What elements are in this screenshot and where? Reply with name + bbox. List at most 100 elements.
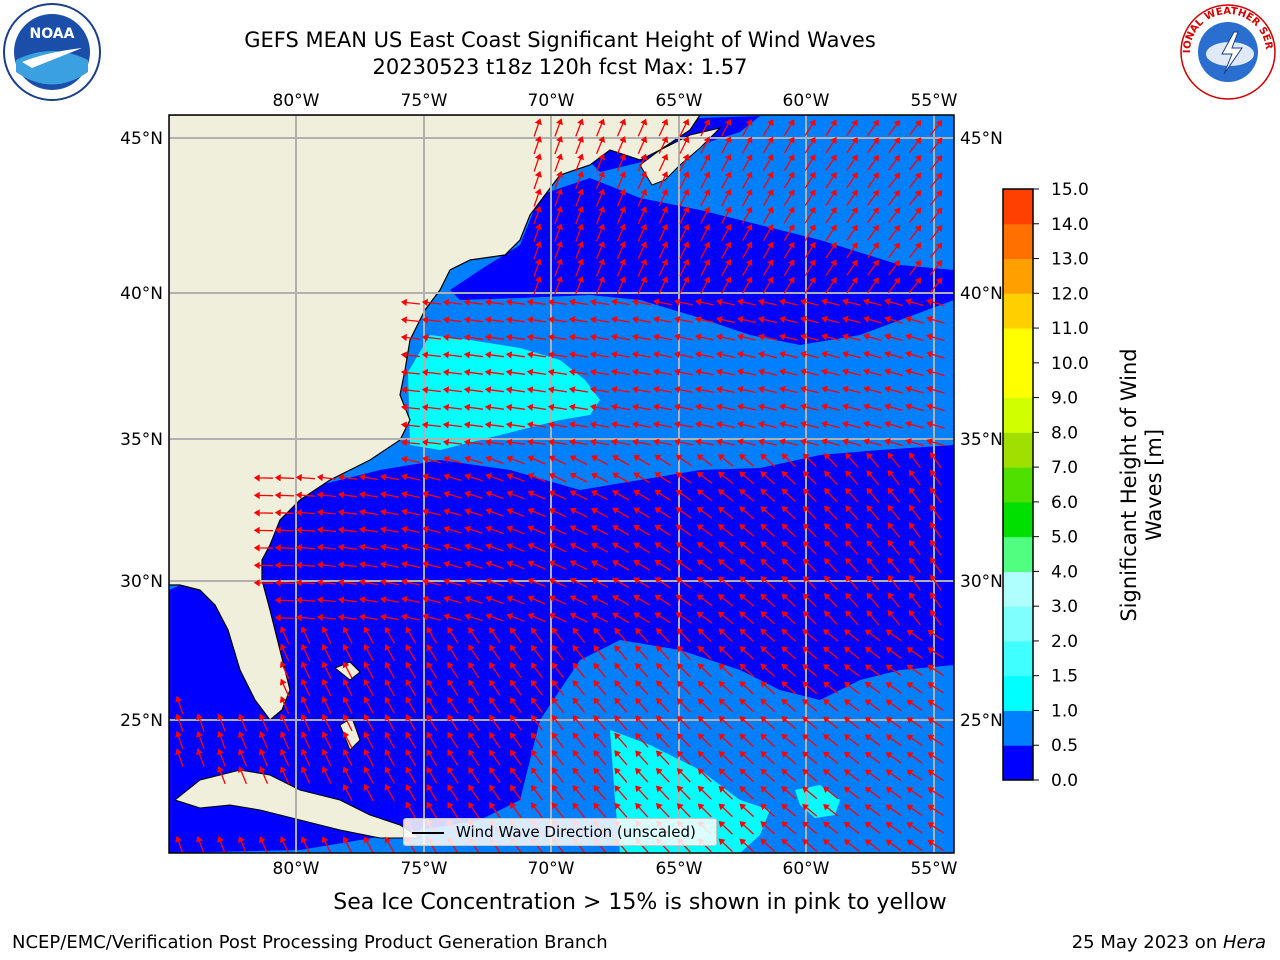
wave-direction-arrow — [906, 822, 923, 834]
wave-direction-arrow — [802, 699, 818, 712]
wave-direction-arrow — [654, 612, 671, 624]
wave-direction-arrow — [717, 506, 734, 520]
wave-direction-arrow — [781, 505, 797, 520]
wave-direction-arrow — [569, 595, 588, 606]
wave-direction-arrow — [321, 836, 332, 853]
wave-direction-arrow — [533, 258, 542, 277]
wave-direction-arrow — [864, 629, 881, 642]
wave-direction-arrow — [866, 522, 880, 538]
wave-direction-arrow — [929, 155, 943, 171]
wave-direction-arrow — [342, 626, 353, 644]
wave-direction-arrow — [595, 276, 606, 295]
wave-direction-arrow — [575, 275, 584, 295]
wave-direction-arrow — [845, 540, 859, 556]
wave-direction-arrow — [632, 333, 651, 341]
wave-direction-arrow — [380, 561, 399, 569]
wave-direction-arrow — [802, 540, 817, 555]
wave-direction-arrow — [905, 385, 924, 394]
wave-direction-arrow — [742, 241, 753, 259]
wave-direction-arrow — [591, 612, 609, 623]
wave-direction-arrow — [760, 523, 776, 537]
wave-direction-arrow — [400, 595, 420, 604]
wave-direction-arrow — [337, 473, 357, 482]
nws-logo: NATIONAL WEATHER SERVICE — [1178, 2, 1276, 100]
wave-direction-arrow — [676, 750, 691, 765]
wave-direction-arrow — [654, 577, 671, 589]
wave-direction-arrow — [506, 525, 525, 535]
wave-direction-arrow — [845, 522, 859, 538]
wave-direction-arrow — [863, 403, 882, 412]
wave-direction-arrow — [575, 205, 584, 225]
wave-direction-arrow — [568, 403, 589, 411]
wave-direction-arrow — [554, 240, 563, 260]
wave-direction-arrow — [321, 626, 332, 644]
wave-direction-arrow — [721, 119, 732, 137]
wave-direction-arrow — [926, 298, 945, 307]
wave-direction-arrow — [484, 421, 504, 429]
wave-direction-arrow — [825, 259, 837, 276]
wave-direction-arrow — [632, 298, 651, 306]
wave-direction-arrow — [697, 733, 712, 748]
wave-direction-arrow — [695, 385, 714, 394]
wave-direction-arrow — [384, 644, 395, 662]
wave-direction-arrow — [888, 224, 901, 241]
wave-direction-arrow — [547, 403, 568, 411]
wave-direction-arrow — [926, 333, 945, 342]
wave-direction-arrow — [867, 189, 879, 206]
wave-direction-arrow — [295, 526, 316, 534]
wave-direction-arrow — [526, 403, 547, 411]
wave-direction-arrow — [295, 491, 316, 499]
wave-direction-arrow — [527, 472, 546, 483]
wave-direction-arrow — [591, 525, 609, 536]
wave-direction-arrow — [781, 646, 797, 660]
wave-direction-arrow — [589, 403, 610, 411]
wave-direction-arrow — [760, 768, 776, 782]
wave-direction-arrow — [572, 662, 586, 678]
wave-direction-arrow — [843, 839, 860, 852]
wave-direction-arrow — [380, 473, 399, 481]
wave-direction-arrow — [718, 698, 733, 713]
wave-direction-arrow — [358, 491, 379, 499]
wave-direction-arrow — [721, 241, 732, 259]
wave-direction-arrow — [696, 576, 713, 589]
wave-direction-arrow — [463, 351, 483, 359]
wave-direction-arrow — [300, 661, 311, 679]
wave-direction-arrow — [842, 333, 861, 341]
wave-direction-arrow — [823, 575, 838, 590]
wave-direction-arrow — [695, 333, 714, 341]
wave-direction-arrow — [760, 646, 776, 660]
wave-direction-arrow — [867, 224, 879, 241]
wave-direction-arrow — [337, 543, 357, 552]
wave-direction-arrow — [739, 751, 755, 765]
wave-direction-arrow — [927, 769, 944, 781]
wave-direction-arrow — [635, 680, 649, 696]
wave-direction-arrow — [736, 385, 756, 394]
wave-direction-arrow — [927, 734, 944, 746]
wave-direction-arrow — [842, 368, 861, 376]
wave-direction-arrow — [614, 750, 628, 766]
wave-direction-arrow — [442, 368, 462, 377]
wave-direction-arrow — [300, 713, 311, 732]
wave-direction-arrow — [632, 403, 651, 411]
wave-direction-arrow — [442, 316, 462, 324]
wave-direction-arrow — [867, 172, 879, 189]
wave-direction-arrow — [718, 750, 733, 765]
wave-direction-arrow — [569, 525, 588, 536]
wave-direction-arrow — [864, 804, 881, 817]
wave-direction-arrow — [721, 171, 732, 189]
wave-direction-arrow — [908, 207, 922, 223]
wave-direction-arrow — [846, 137, 858, 154]
wave-direction-arrow — [426, 679, 438, 697]
wave-direction-arrow — [530, 644, 543, 661]
wave-direction-arrow — [612, 507, 630, 519]
wave-direction-arrow — [929, 172, 943, 188]
wave-direction-arrow — [421, 351, 441, 359]
wave-direction-arrow — [442, 421, 462, 429]
wave-direction-arrow — [509, 732, 522, 749]
wave-direction-arrow — [742, 189, 753, 207]
wave-direction-arrow — [821, 385, 840, 394]
wave-direction-arrow — [422, 578, 441, 586]
wave-direction-arrow — [635, 627, 649, 643]
wave-direction-arrow — [760, 803, 776, 817]
wave-direction-arrow — [274, 491, 295, 500]
